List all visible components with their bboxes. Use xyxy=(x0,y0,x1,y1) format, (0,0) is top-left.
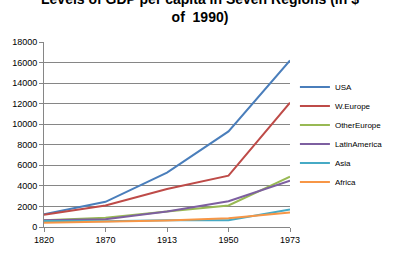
svg-text:W.Europe: W.Europe xyxy=(335,102,371,111)
svg-text:6000: 6000 xyxy=(17,160,37,170)
svg-text:Africa: Africa xyxy=(335,178,356,187)
svg-text:1950: 1950 xyxy=(218,235,238,245)
svg-text:LatinAmerica: LatinAmerica xyxy=(335,140,382,149)
svg-text:4000: 4000 xyxy=(17,181,37,191)
svg-text:1973: 1973 xyxy=(280,235,300,245)
svg-text:1870: 1870 xyxy=(95,235,115,245)
svg-text:OtherEurope: OtherEurope xyxy=(335,121,381,130)
svg-text:18000: 18000 xyxy=(12,37,37,47)
svg-text:Levels of GDP per capita in Se: Levels of GDP per capita in Seven Region… xyxy=(41,0,359,25)
svg-text:16000: 16000 xyxy=(12,58,37,68)
svg-text:10000: 10000 xyxy=(12,119,37,129)
svg-text:0: 0 xyxy=(32,222,37,232)
svg-text:2000: 2000 xyxy=(17,202,37,212)
svg-text:12000: 12000 xyxy=(12,99,37,109)
svg-text:14000: 14000 xyxy=(12,78,37,88)
svg-text:1820: 1820 xyxy=(34,235,54,245)
svg-text:8000: 8000 xyxy=(17,140,37,150)
svg-text:USA: USA xyxy=(335,83,352,92)
svg-text:Asia: Asia xyxy=(335,159,351,168)
svg-text:1913: 1913 xyxy=(157,235,177,245)
